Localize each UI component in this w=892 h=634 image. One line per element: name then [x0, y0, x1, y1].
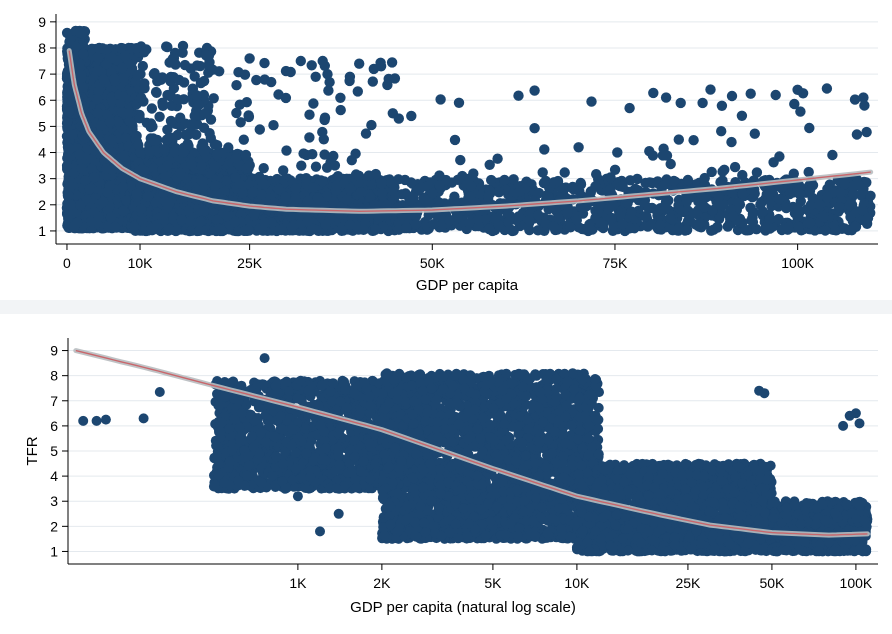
data-point	[62, 153, 73, 164]
data-point	[94, 43, 105, 55]
panel-separator	[0, 300, 892, 314]
data-point	[93, 211, 104, 222]
data-point	[63, 106, 75, 117]
data-point	[74, 27, 86, 38]
data-point	[195, 216, 206, 227]
data-point	[170, 225, 182, 236]
data-point	[65, 199, 76, 210]
data-point	[98, 196, 109, 208]
data-point	[162, 160, 173, 171]
data-point	[209, 161, 220, 172]
data-point	[146, 223, 157, 234]
data-point	[64, 143, 76, 155]
data-point	[65, 181, 76, 192]
data-point	[76, 163, 87, 174]
data-point	[106, 52, 117, 64]
data-point	[158, 209, 169, 221]
data-point	[117, 91, 128, 102]
data-point	[118, 150, 130, 162]
data-point	[109, 73, 120, 85]
data-point	[160, 196, 171, 207]
data-point	[75, 69, 86, 80]
data-point	[109, 222, 121, 233]
data-point	[136, 203, 147, 215]
data-point	[106, 134, 118, 145]
data-point	[62, 190, 74, 201]
data-point	[118, 73, 129, 84]
data-point	[67, 129, 78, 140]
top-points	[61, 25, 876, 237]
data-point	[117, 181, 129, 193]
data-point	[120, 50, 131, 62]
data-point	[74, 149, 85, 160]
data-point	[84, 183, 95, 195]
data-point	[92, 65, 104, 76]
data-point	[68, 221, 80, 232]
data-point	[75, 200, 86, 211]
data-point	[105, 212, 117, 223]
data-point	[186, 159, 197, 170]
data-point	[102, 186, 113, 198]
data-point	[117, 62, 128, 74]
data-point	[196, 160, 207, 172]
data-point	[89, 172, 100, 183]
data-point	[104, 116, 116, 128]
data-point	[92, 52, 104, 63]
data-point	[92, 108, 104, 119]
data-point	[118, 205, 129, 217]
data-point	[78, 49, 89, 60]
data-point	[95, 120, 107, 131]
data-point	[98, 74, 109, 85]
data-point	[194, 225, 205, 236]
data-point	[176, 214, 187, 225]
